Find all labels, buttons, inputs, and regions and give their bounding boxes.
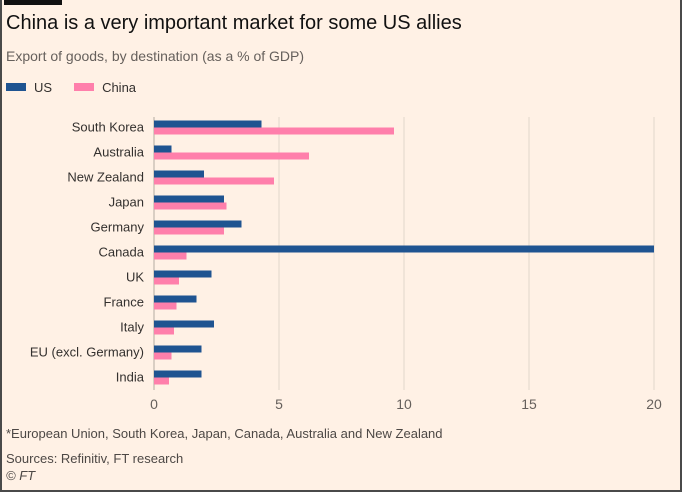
bar-china xyxy=(154,327,174,335)
bar-us xyxy=(154,170,204,178)
bar-china xyxy=(154,227,224,235)
bar-us xyxy=(154,320,214,328)
legend-item-china: China xyxy=(74,80,136,95)
bar-china xyxy=(154,127,394,135)
bar-china xyxy=(154,352,172,360)
category-label: South Korea xyxy=(72,120,145,135)
category-label: UK xyxy=(126,270,144,285)
bar-us xyxy=(154,370,202,378)
x-tick-label: 10 xyxy=(396,396,412,412)
credit: © FT xyxy=(6,468,36,483)
bar-china xyxy=(154,277,179,285)
category-label: Japan xyxy=(109,195,144,210)
bar-us xyxy=(154,345,202,353)
legend-label-us: US xyxy=(34,79,53,95)
bar-us xyxy=(154,245,654,253)
bar-china xyxy=(154,152,309,160)
chart-title: China is a very important market for som… xyxy=(6,12,462,34)
legend-swatch-china xyxy=(74,83,95,91)
bar-chart: 0 5 10 15 20 South Korea Australia New Zealand J… xyxy=(30,117,662,412)
bar-us xyxy=(154,145,172,153)
legend-label-china: China xyxy=(102,79,137,95)
bar-china xyxy=(154,302,177,310)
category-label: Australia xyxy=(93,145,144,160)
source-note: Sources: Refinitiv, FT research xyxy=(6,451,184,466)
category-label: Canada xyxy=(98,245,144,260)
category-label: France xyxy=(104,295,144,310)
x-tick-label: 15 xyxy=(521,396,537,412)
bar-us xyxy=(154,295,197,303)
chart-subtitle: Export of goods, by destination (as a % … xyxy=(6,48,305,64)
legend: US China xyxy=(6,78,158,96)
x-tick-label: 5 xyxy=(275,396,283,412)
bar-china xyxy=(154,377,169,385)
category-label: New Zealand xyxy=(67,170,144,185)
bar-china xyxy=(154,202,227,210)
legend-swatch-us xyxy=(6,83,26,91)
legend-item-us: US xyxy=(6,80,52,95)
category-label: Germany xyxy=(91,220,145,235)
bar-us xyxy=(154,195,224,203)
category-label: India xyxy=(116,370,145,385)
x-tick-label: 0 xyxy=(150,396,158,412)
bar-china xyxy=(154,177,274,185)
footnote: *European Union, South Korea, Japan, Can… xyxy=(6,426,443,441)
top-rule xyxy=(4,0,62,5)
bar-us xyxy=(154,270,212,278)
bar-china xyxy=(154,252,187,260)
category-label: Italy xyxy=(120,320,144,335)
category-label: EU (excl. Germany) xyxy=(30,345,144,360)
x-tick-label: 20 xyxy=(646,396,662,412)
bar-us xyxy=(154,120,262,128)
bar-us xyxy=(154,220,242,228)
